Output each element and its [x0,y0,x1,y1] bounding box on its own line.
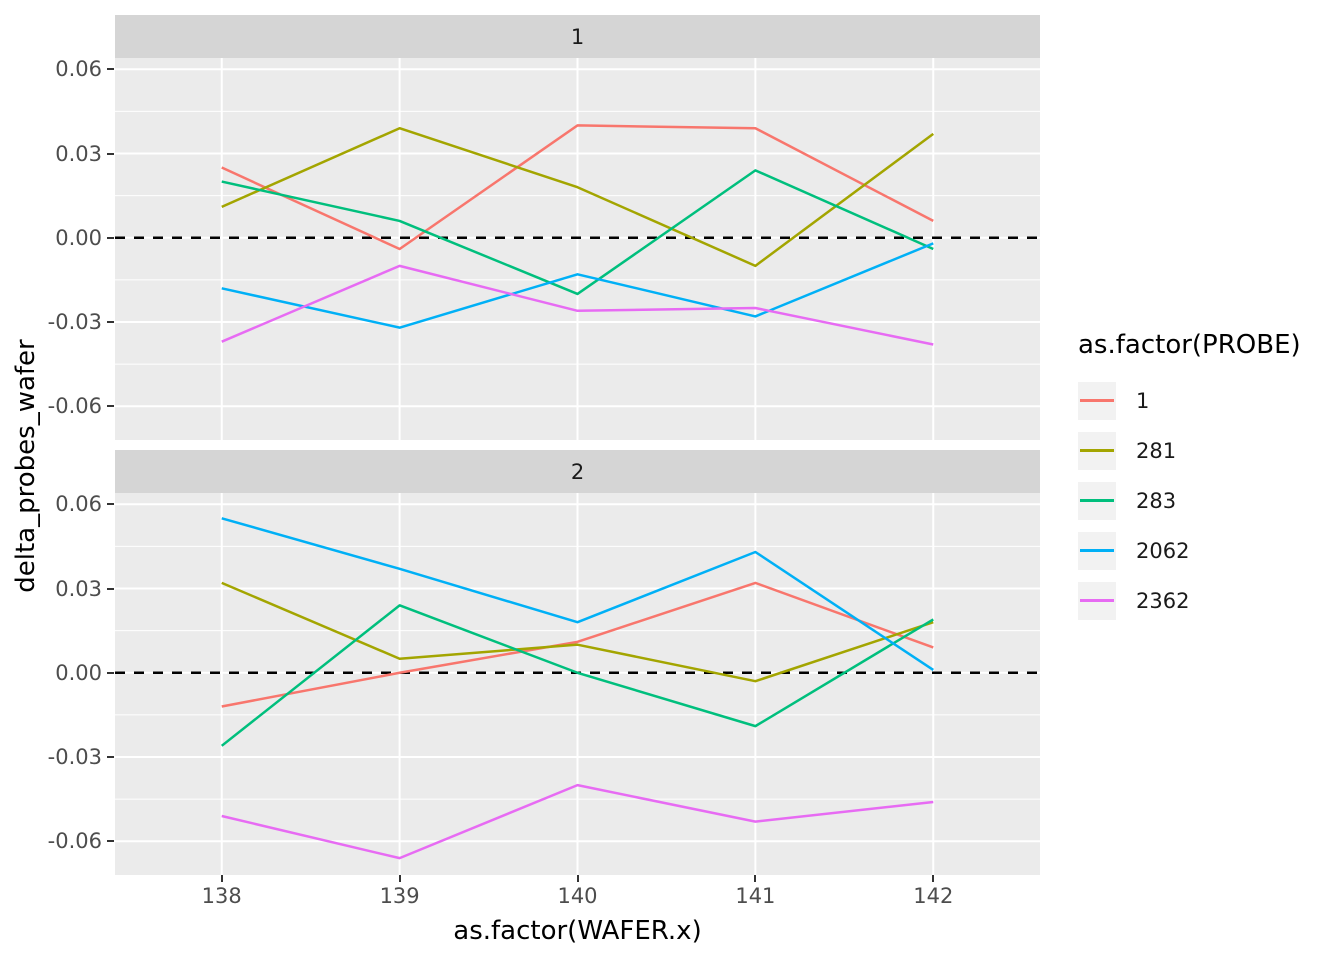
x-tick-label: 138 [201,884,242,908]
x-tick-label: 141 [735,884,776,908]
x-tick-label: 139 [379,884,420,908]
series-line-probe-2362 [221,264,934,346]
y-tick-label: 0.03 [55,576,102,601]
facet-panel-2-plot [115,493,1040,875]
series-line-probe-281 [221,581,934,683]
facet-panel-1-plot [115,58,1040,440]
series-line-probe-283 [220,604,934,747]
legend-entries: 1 281 283 2062 2362 [1078,382,1344,620]
facet-panel-2 [115,493,1040,875]
y-tick-label: 0.03 [55,141,102,166]
y-tick-mark [107,756,114,759]
y-axis-title: delta_probes_wafer [11,339,41,593]
facet-strip-1: 1 [115,15,1040,58]
facet-panel-1 [115,58,1040,440]
legend-key-swatch [1078,382,1116,420]
legend-entry: 2362 [1078,582,1344,620]
series-line-probe-1 [221,581,934,708]
x-tick-label: 140 [557,884,598,908]
legend-entry-label: 283 [1136,489,1177,513]
legend-key-line [1080,399,1114,402]
legend-key-swatch [1078,582,1116,620]
facet-strip-2: 2 [115,450,1040,493]
legend-key-line [1080,499,1114,502]
legend-entry-label: 2362 [1136,589,1190,613]
y-tick-label: -0.06 [47,394,102,419]
x-tick-mark [398,875,401,882]
x-axis-title: as.factor(WAFER.x) [453,916,702,946]
series-line-probe-1 [221,124,934,251]
legend-entry: 1 [1078,382,1344,420]
y-tick-mark [107,587,114,590]
legend-entry-label: 2062 [1136,539,1190,563]
series-line-probe-2062 [221,242,934,329]
y-tick-label: -0.03 [47,745,102,770]
legend-entry: 281 [1078,432,1344,470]
y-tick-mark [107,503,114,506]
legend-key-line [1080,599,1114,602]
legend-entry-label: 281 [1136,439,1177,463]
y-tick-mark [107,68,114,71]
facet-strip-1-label: 1 [570,24,585,49]
legend-key-swatch [1078,432,1116,470]
legend-entry-label: 1 [1136,389,1150,413]
y-tick-mark [107,152,114,155]
legend: as.factor(PROBE) 1 281 283 2062 2362 [1078,330,1344,620]
x-tick-label: 142 [913,884,954,908]
x-tick-mark [220,875,223,882]
facet-strip-2-label: 2 [570,459,585,484]
legend-title: as.factor(PROBE) [1078,330,1301,360]
legend-entry: 283 [1078,482,1344,520]
y-tick-label: 0.00 [55,660,102,685]
series-line-probe-283 [221,169,934,296]
series-line-probe-2362 [221,783,934,860]
y-tick-mark [107,840,114,843]
y-tick-mark [107,671,114,674]
y-tick-label: 0.06 [55,57,102,82]
legend-key-swatch [1078,532,1116,570]
y-tick-label: 0.06 [55,492,102,517]
x-tick-mark [754,875,757,882]
y-tick-label: -0.03 [47,310,102,335]
x-tick-mark [932,875,935,882]
x-tick-mark [576,875,579,882]
series-line-probe-2062 [221,517,934,671]
y-tick-mark [107,405,114,408]
legend-entry: 2062 [1078,532,1344,570]
legend-key-swatch [1078,482,1116,520]
series-line-probe-281 [221,126,935,268]
legend-key-line [1080,449,1114,452]
legend-key-line [1080,549,1114,552]
y-tick-label: 0.00 [55,225,102,250]
y-tick-label: -0.06 [47,829,102,854]
y-tick-mark [107,236,114,239]
y-tick-mark [107,321,114,324]
